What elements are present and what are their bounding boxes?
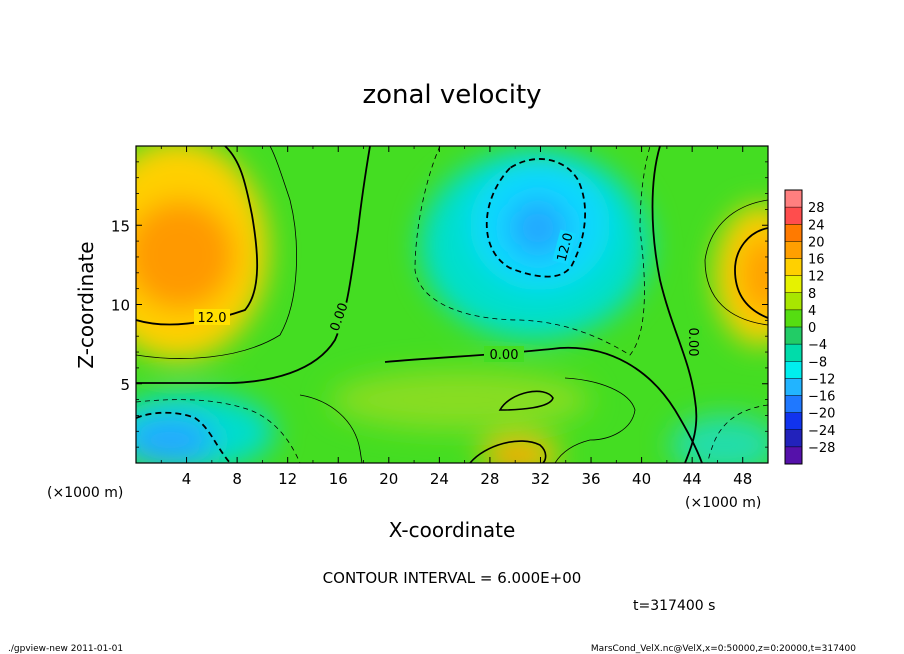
contour-6-west — [136, 146, 297, 359]
colorbar-label-6: 4 — [808, 304, 816, 319]
colorbar-label-9: −8 — [808, 355, 827, 370]
contour-neg12-upper — [485, 158, 587, 278]
contour-label-12-west: 12.0 — [198, 311, 227, 326]
colorbar-label-1: 24 — [808, 218, 825, 233]
contour-12-west — [136, 146, 259, 326]
colorbar-label-0: 28 — [808, 201, 825, 216]
colorbar-label-14: −28 — [808, 441, 835, 456]
contour-6-southwest — [299, 394, 363, 463]
colorbar-label-8: −4 — [808, 338, 827, 353]
field-blob-upper-core — [508, 198, 568, 258]
contour-label-12-upper: 12.0 — [555, 231, 577, 263]
x-tick-label-0: 4 — [182, 470, 192, 488]
footer-right: MarsCond_VelX.nc@VelX,x=0:50000,z=0:2000… — [591, 644, 856, 654]
y-tick-label-1: 10 — [111, 297, 130, 315]
x-axis-unit-left: (×1000 m) — [47, 485, 123, 501]
colorbar-swatch-2 — [785, 224, 802, 242]
colorbar-label-7: 0 — [808, 321, 816, 336]
x-tick-label-6: 28 — [480, 470, 499, 488]
colorbar-label-10: −12 — [808, 372, 835, 387]
footer-left: ./gpview-new 2011-01-01 — [8, 644, 123, 654]
field-blob-west-core — [136, 200, 235, 310]
colorbar-label-12: −20 — [808, 407, 835, 422]
contour-0-east — [651, 146, 698, 463]
x-tick-label-9: 40 — [632, 470, 651, 488]
colorbar-swatch-15 — [785, 446, 802, 465]
colorbar-swatch-7 — [785, 309, 802, 328]
colorbar-swatch-10 — [785, 361, 802, 379]
colorbar-label-3: 16 — [808, 253, 825, 268]
colorbar-swatch-4 — [785, 258, 802, 277]
contour-6-east — [704, 199, 768, 326]
contour-neg6-sw — [136, 399, 301, 463]
x-tick-label-7: 32 — [531, 470, 550, 488]
field-blob-east-core — [740, 235, 768, 315]
contour-lines — [136, 146, 768, 463]
colorbar-swatch-9 — [785, 344, 802, 362]
y-tick-label-2: 15 — [111, 217, 130, 235]
colorbar-swatch-13 — [785, 412, 802, 431]
y-axis-label: Z-coordinate — [74, 241, 98, 368]
colorbar-label-13: −24 — [808, 424, 835, 439]
x-axis: 4 8 12 16 20 24 28 32 36 40 44 48 — [160, 146, 752, 488]
x-tick-label-1: 8 — [232, 470, 242, 488]
contour-neg6-se — [707, 404, 768, 463]
contour-neg12-sw — [136, 411, 231, 463]
contour-interval-note: CONTOUR INTERVAL = 6.000E+00 — [323, 569, 582, 587]
velocity-field — [136, 146, 768, 463]
field-blob-sw-cyan — [136, 415, 215, 463]
chart-title: zonal velocity — [362, 80, 541, 110]
colorbar-swatch-0 — [785, 190, 802, 208]
colorbar: 28 24 20 16 12 8 4 0 −4 −8 −12 −16 −20 −24 −28 — [784, 189, 835, 465]
colorbar-swatch-1 — [785, 207, 802, 225]
x-tick-label-4: 20 — [379, 470, 398, 488]
colorbar-label-4: 12 — [808, 270, 825, 285]
contour-label-0-east: 0.00 — [685, 328, 700, 357]
colorbar-swatch-5 — [785, 275, 802, 294]
x-tick-label-10: 44 — [683, 470, 702, 488]
contour-6-south — [554, 377, 636, 463]
field-blob-se-cool — [670, 415, 768, 463]
colorbar-swatch-3 — [785, 241, 802, 259]
y-axis: 5 10 15 — [111, 161, 768, 448]
contour-label-0-middle: 0.00 — [490, 348, 519, 363]
field-blob-bottom-core — [495, 448, 535, 463]
colorbar-label-2: 20 — [808, 235, 825, 250]
colorbar-swatch-6 — [785, 292, 802, 311]
contour-0-loop — [498, 390, 554, 411]
time-stamp: t=317400 s — [633, 598, 715, 614]
contour-0-bottom — [469, 440, 547, 463]
contour-12-east — [734, 227, 768, 319]
x-axis-unit-right: (×1000 m) — [685, 495, 761, 511]
field-blob-mid-lowlight — [330, 370, 590, 430]
colorbar-label-5: 8 — [808, 287, 816, 302]
x-axis-label: X-coordinate — [389, 518, 516, 542]
x-tick-label-3: 16 — [329, 470, 348, 488]
x-tick-label-5: 24 — [430, 470, 449, 488]
x-tick-label-2: 12 — [278, 470, 297, 488]
colorbar-swatch-12 — [785, 395, 802, 414]
colorbar-label-11: −16 — [808, 390, 835, 405]
colorbar-swatch-14 — [785, 429, 802, 448]
y-tick-label-0: 5 — [120, 376, 130, 394]
x-tick-label-11: 48 — [733, 470, 752, 488]
colorbar-swatch-8 — [785, 327, 802, 345]
contour-0-middle — [384, 346, 703, 463]
colorbar-swatch-11 — [785, 378, 802, 396]
x-tick-label-8: 36 — [581, 470, 600, 488]
contour-neg6-upper — [414, 146, 651, 356]
